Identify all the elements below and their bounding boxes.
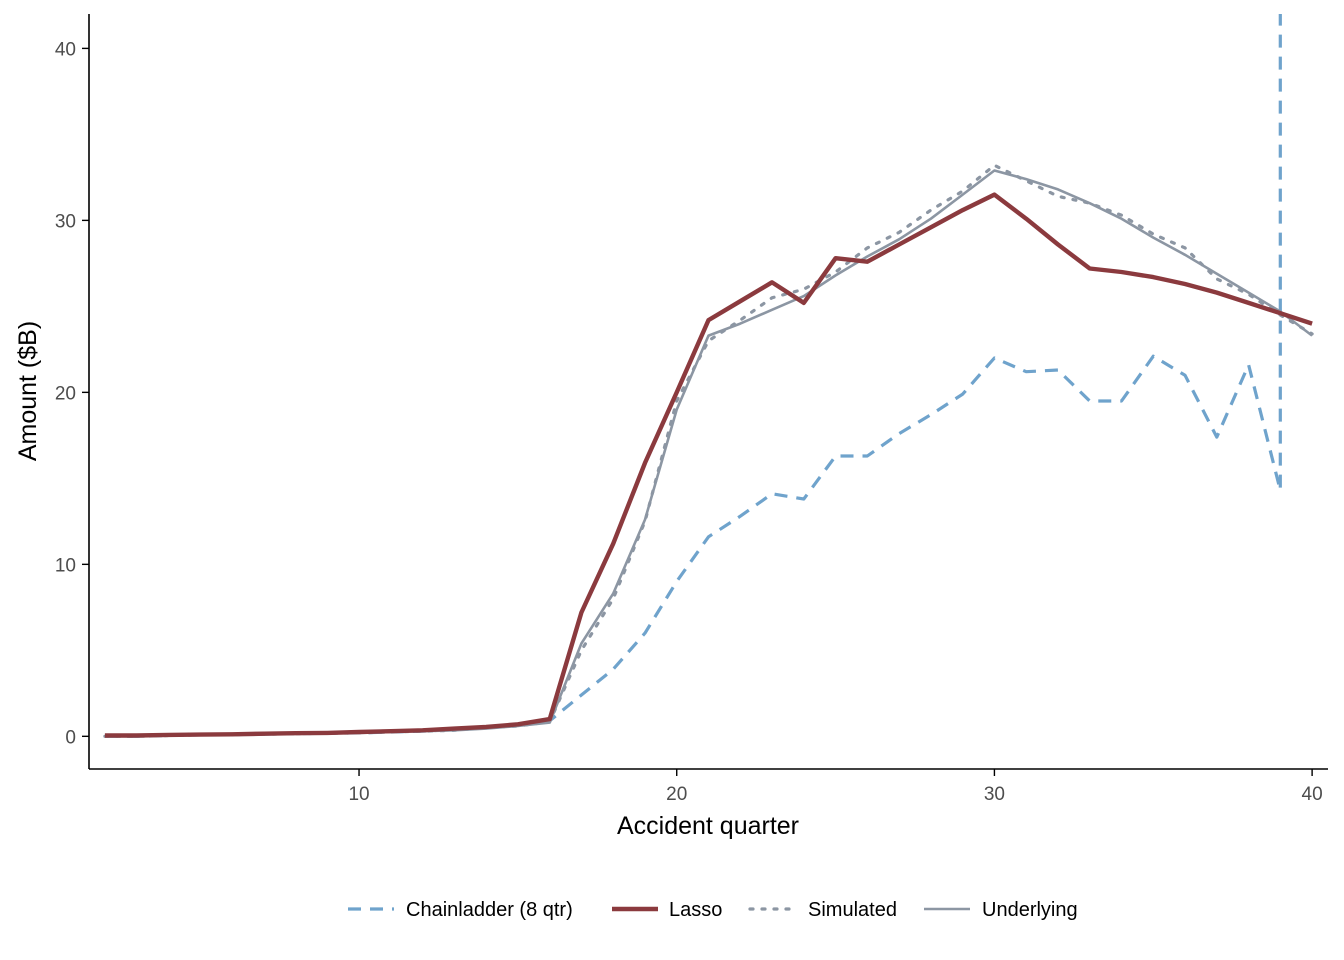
series-line-lasso bbox=[104, 192, 1313, 738]
y-tick-label: 30 bbox=[55, 211, 76, 232]
series-line-simulated bbox=[103, 163, 1314, 738]
x-tick-label: 30 bbox=[984, 784, 1005, 805]
legend-label-simulated: Simulated bbox=[808, 899, 897, 921]
series-line-underlying bbox=[104, 169, 1313, 738]
plot-series bbox=[103, 14, 1314, 738]
y-tick-label: 40 bbox=[55, 39, 76, 60]
legend-label-lasso: Lasso bbox=[669, 899, 722, 921]
legend-label-underlying: Underlying bbox=[982, 899, 1078, 921]
y-tick-label: 0 bbox=[65, 727, 76, 748]
y-tick-label: 10 bbox=[55, 555, 76, 576]
y-tick-label: 20 bbox=[55, 383, 76, 404]
x-ticks: 10 20 30 40 bbox=[348, 769, 1323, 805]
x-tick-label: 10 bbox=[348, 784, 369, 805]
x-tick-label: 20 bbox=[666, 784, 687, 805]
legend-label-chainladder-8-qtr: Chainladder (8 qtr) bbox=[406, 899, 573, 921]
legend: Chainladder (8 qtr) Lasso Simulated Underly… bbox=[348, 899, 1078, 921]
x-tick-label: 40 bbox=[1302, 784, 1323, 805]
y-axis-title: Amount ($B) bbox=[14, 321, 42, 461]
y-ticks: 0 10 20 30 40 bbox=[55, 39, 89, 748]
x-axis-title: Accident quarter bbox=[617, 812, 799, 840]
